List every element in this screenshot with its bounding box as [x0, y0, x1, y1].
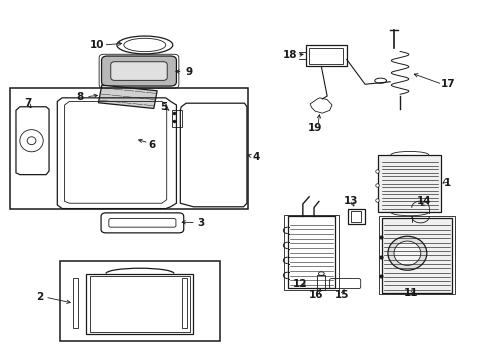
- Text: 9: 9: [184, 67, 192, 77]
- Bar: [60, 261, 220, 342]
- Bar: [10, 88, 248, 209]
- Text: 18: 18: [283, 50, 297, 60]
- Text: 17: 17: [440, 79, 454, 89]
- Text: 10: 10: [89, 40, 104, 50]
- Text: 1: 1: [443, 178, 450, 188]
- Text: 7: 7: [24, 98, 32, 108]
- Text: 11: 11: [403, 288, 417, 297]
- Bar: [347, 208, 365, 224]
- Bar: [182, 278, 187, 328]
- Text: 19: 19: [307, 123, 322, 133]
- Bar: [90, 276, 189, 332]
- Text: 6: 6: [148, 140, 155, 150]
- Bar: [305, 45, 346, 66]
- Text: 2: 2: [36, 292, 43, 302]
- Ellipse shape: [393, 241, 420, 265]
- Ellipse shape: [387, 236, 426, 270]
- Bar: [381, 217, 451, 293]
- Text: 8: 8: [77, 92, 83, 102]
- Text: 13: 13: [344, 196, 358, 206]
- Bar: [377, 155, 441, 212]
- FancyBboxPatch shape: [102, 56, 176, 86]
- Text: 4: 4: [252, 152, 260, 162]
- Bar: [351, 211, 361, 222]
- Bar: [317, 275, 325, 291]
- Polygon shape: [98, 85, 157, 108]
- Text: 3: 3: [197, 217, 204, 228]
- Text: 12: 12: [292, 279, 306, 289]
- Bar: [86, 274, 193, 334]
- Text: 5: 5: [160, 102, 167, 112]
- Bar: [287, 216, 335, 288]
- FancyBboxPatch shape: [111, 62, 167, 80]
- Bar: [171, 110, 182, 127]
- Bar: [73, 278, 78, 328]
- Text: 15: 15: [334, 290, 348, 300]
- Text: 14: 14: [416, 196, 431, 206]
- Text: 16: 16: [308, 290, 323, 300]
- Bar: [284, 215, 339, 290]
- Bar: [308, 48, 343, 64]
- Bar: [379, 216, 454, 294]
